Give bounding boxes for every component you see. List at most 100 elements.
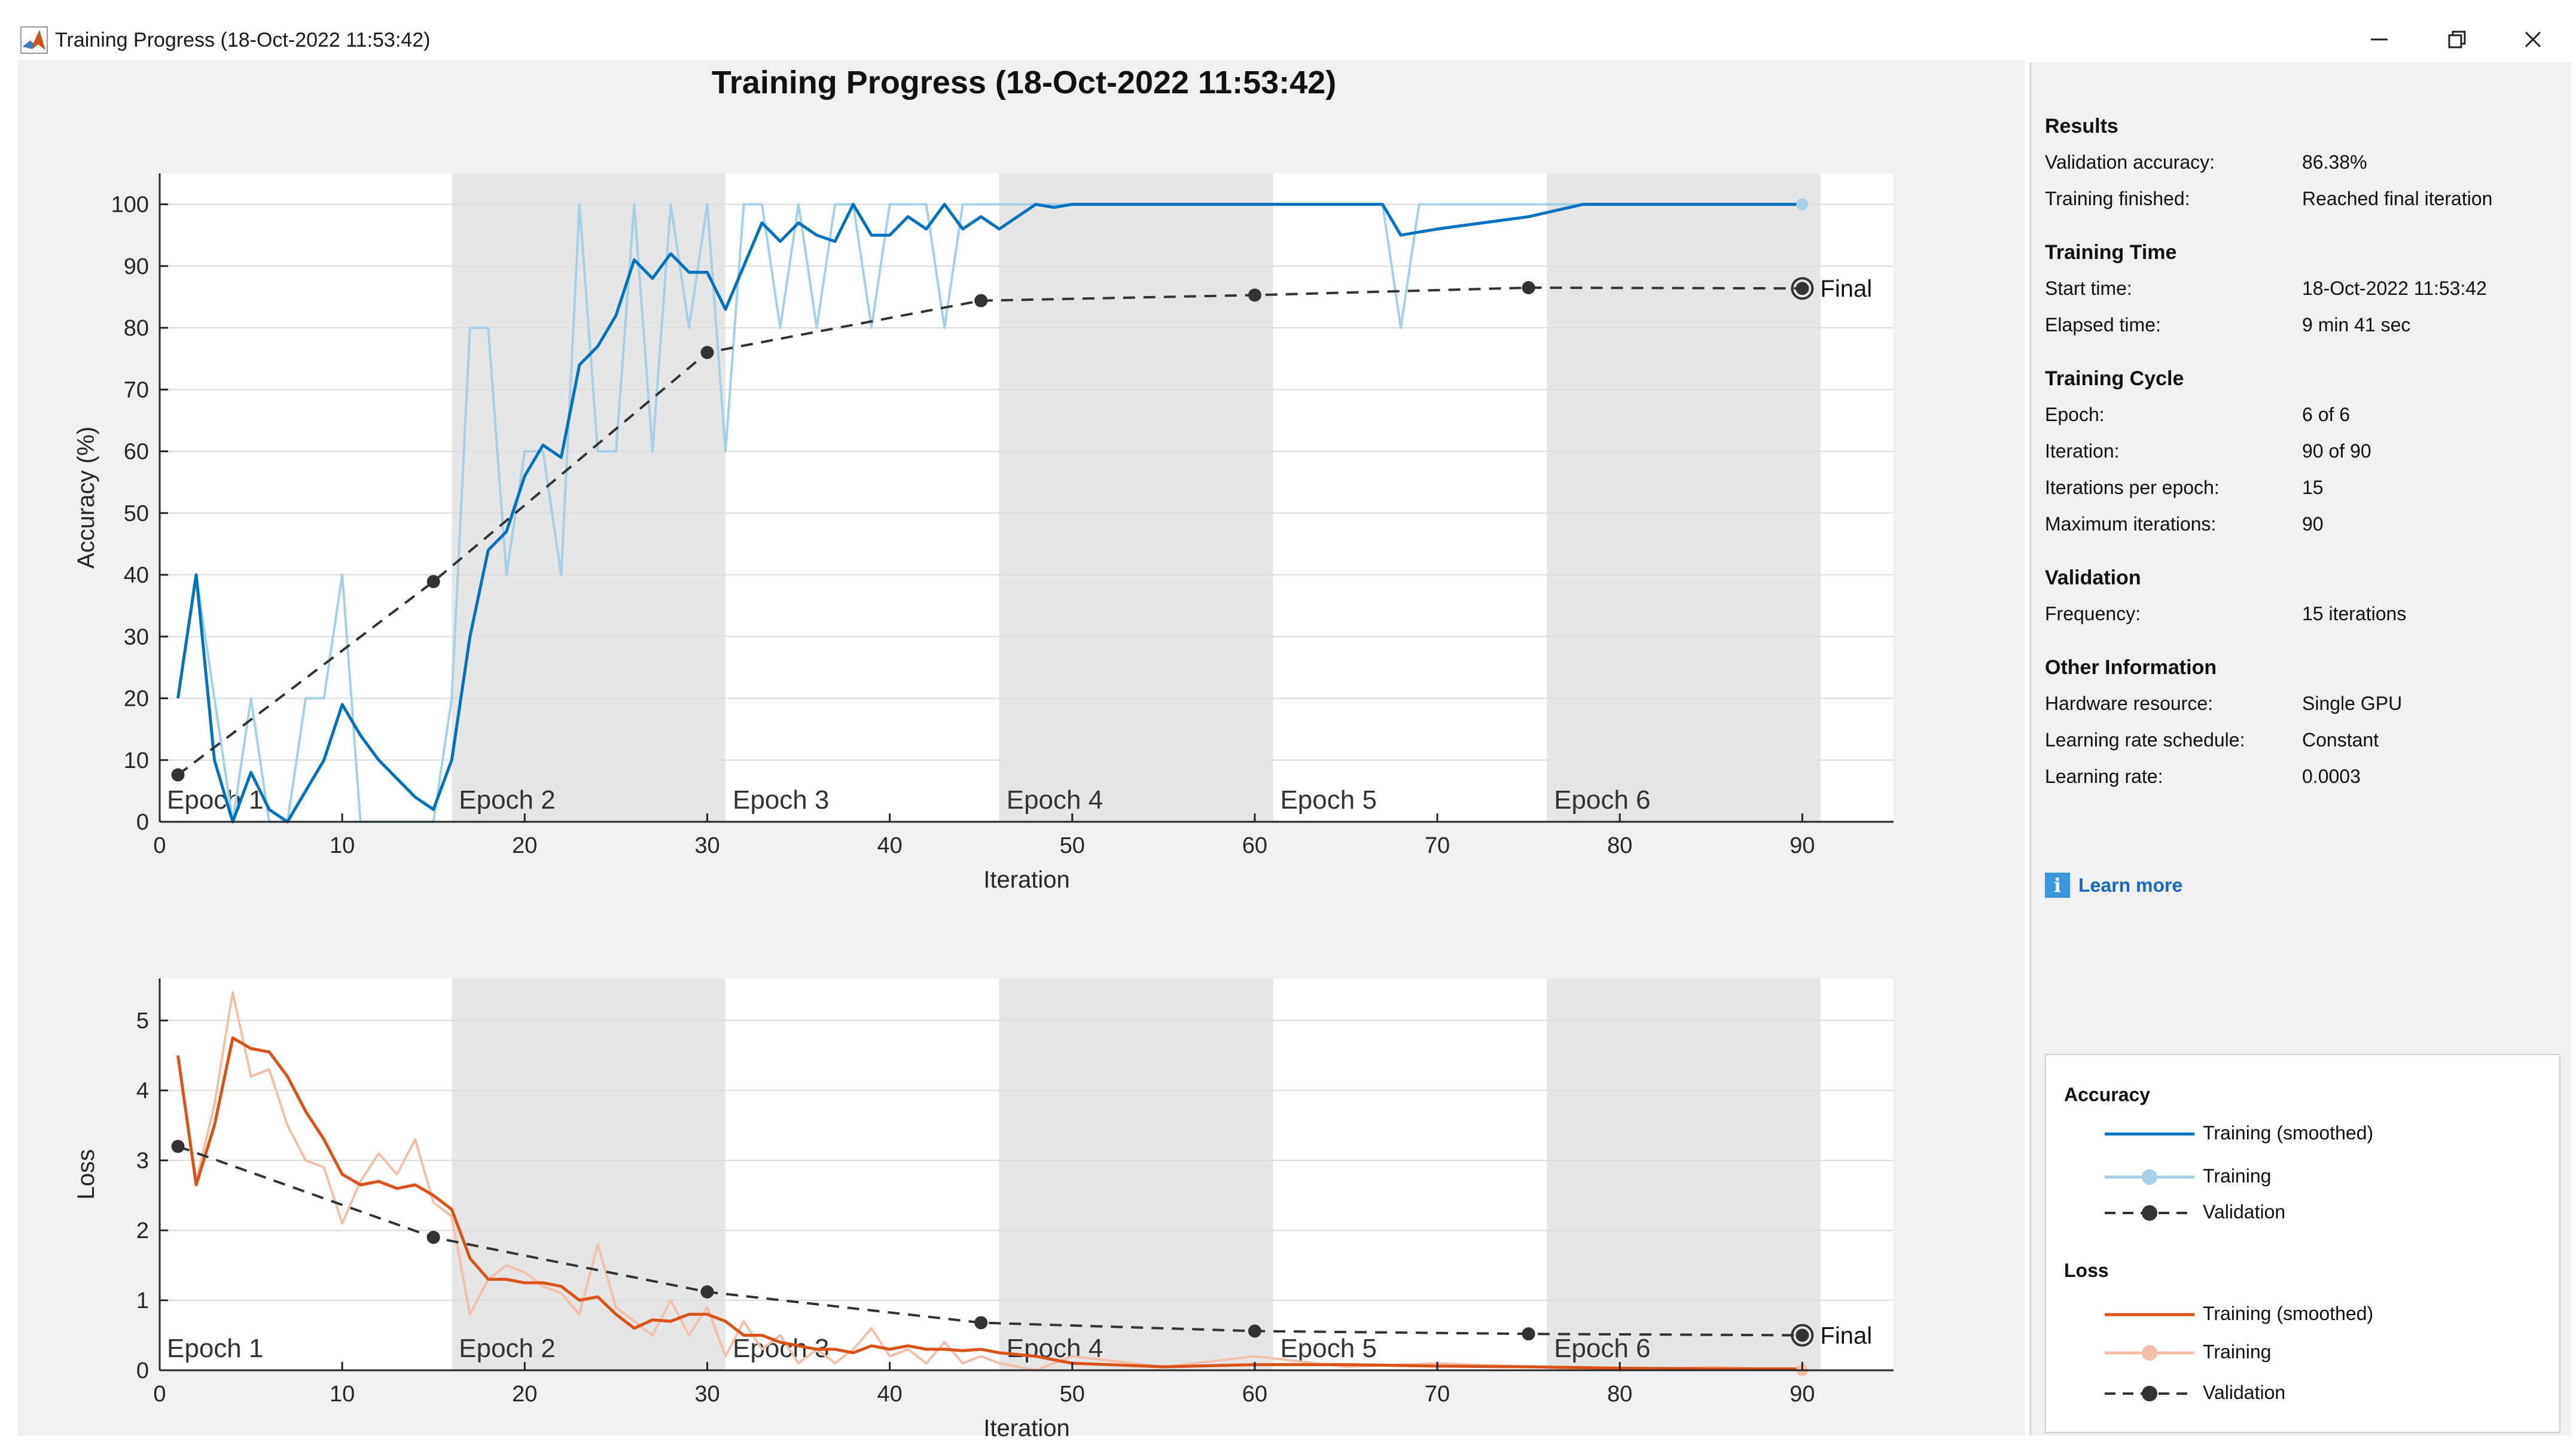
accuracy-y-tick-label-10: 10 (124, 748, 149, 773)
loss-validation-point-2 (426, 1230, 440, 1244)
learn-more-link[interactable]: i Learn more (2045, 870, 2182, 900)
validation-heading: Validation (2045, 566, 2141, 589)
accuracy-training-last-point (1796, 198, 1809, 211)
figure-title: Training Progress (18-Oct-2022 11:53:42) (712, 65, 1336, 100)
legend-accuracy-training-label: Training (2203, 1165, 2272, 1187)
loss-epoch-band-4 (999, 979, 1273, 1370)
window-titlebar: Training Progress (18-Oct-2022 11:53:42) (0, 0, 2576, 60)
loss-x-tick-label-0: 0 (153, 1382, 166, 1407)
accuracy-y-tick-label-90: 90 (124, 254, 149, 279)
accuracy-y-tick-label-20: 20 (124, 687, 149, 712)
accuracy-y-tick-label-70: 70 (124, 377, 149, 403)
accuracy-y-tick-label-100: 100 (111, 193, 149, 218)
accuracy-x-tick-label-40: 40 (877, 833, 902, 858)
accuracy-epoch-band-4 (999, 173, 1273, 822)
loss-x-tick-label-90: 90 (1790, 1382, 1815, 1407)
window-title: Training Progress (18-Oct-2022 11:53:42) (55, 29, 431, 51)
accuracy-y-tick-label-40: 40 (124, 563, 149, 588)
accuracy-y-tick-label-0: 0 (136, 810, 149, 835)
iteration-value: 90 of 90 (2302, 440, 2371, 462)
epoch-value: 6 of 6 (2302, 404, 2351, 425)
loss-x-tick-label-60: 60 (1242, 1382, 1267, 1407)
accuracy-validation-point-1 (171, 768, 185, 782)
info-icon: i (2045, 873, 2070, 898)
loss-y-tick-label-1: 1 (136, 1288, 149, 1313)
close-icon (2525, 31, 2541, 48)
loss-y-tick-label-4: 4 (136, 1078, 149, 1104)
frequency-label: Frequency: (2045, 603, 2141, 624)
epoch-label: Epoch: (2045, 404, 2105, 425)
accuracy-x-tick-label-50: 50 (1060, 833, 1085, 858)
accuracy-validation-point-4 (974, 294, 988, 307)
loss-x-tick-label-40: 40 (877, 1382, 902, 1407)
start-time-label: Start time: (2045, 278, 2132, 299)
learning-rate-schedule-value: Constant (2302, 729, 2379, 751)
accuracy-x-tick-label-90: 90 (1790, 833, 1815, 858)
legend-accuracy-validation-line (2105, 1205, 2194, 1221)
accuracy-x-tick-label-20: 20 (512, 833, 537, 858)
training-plots: Training Progress (18-Oct-2022 11:53:42)… (73, 65, 1894, 1441)
hardware-resource-value: Single GPU (2302, 693, 2403, 714)
accuracy-y-tick-label-60: 60 (124, 440, 149, 465)
loss-validation-point-3 (700, 1285, 714, 1298)
iterations-per-epoch-value: 15 (2302, 477, 2324, 498)
elapsed-time-value: 9 min 41 sec (2302, 314, 2411, 336)
accuracy-y-tick-label-50: 50 (124, 501, 149, 526)
loss-x-tick-label-20: 20 (512, 1382, 537, 1407)
accuracy-validation-point-6 (1522, 281, 1535, 294)
validation-accuracy-label: Validation accuracy: (2045, 151, 2215, 173)
loss-x-tick-label-30: 30 (694, 1382, 720, 1407)
accuracy-chart: Epoch 1 Epoch 2 Epoch 3 Epoch 4 Epoch 5 Epoch… (73, 173, 1894, 893)
loss-epoch-band-6 (1547, 979, 1821, 1370)
accuracy-x-tick-label-80: 80 (1607, 833, 1632, 858)
accuracy-epoch-label-3: Epoch 3 (733, 785, 829, 815)
accuracy-final-label: Final (1820, 276, 1872, 302)
accuracy-epoch-label-2: Epoch 2 (459, 785, 555, 815)
loss-x-tick-label-50: 50 (1060, 1382, 1085, 1407)
accuracy-validation-final-ring (1791, 277, 1814, 300)
learning-rate-schedule-label: Learning rate schedule: (2045, 729, 2245, 751)
accuracy-x-axis-label: Iteration (983, 867, 1070, 893)
loss-x-tick-label-10: 10 (330, 1382, 355, 1407)
learning-rate-value: 0.0003 (2302, 766, 2361, 787)
frequency-value: 15 iterations (2302, 603, 2407, 624)
accuracy-epoch-band-6 (1547, 173, 1821, 822)
maximum-iterations-label: Maximum iterations: (2045, 513, 2217, 535)
accuracy-y-tick-label-30: 30 (124, 624, 149, 650)
loss-y-tick-label-3: 3 (136, 1148, 149, 1173)
restore-button[interactable] (2420, 16, 2492, 63)
iterations-per-epoch-label: Iterations per epoch: (2045, 477, 2220, 498)
loss-x-axis-label: Iteration (983, 1415, 1070, 1441)
loss-validation-point-1 (171, 1139, 185, 1153)
training-cycle-heading: Training Cycle (2045, 367, 2184, 390)
training-finished-value: Reached final iteration (2302, 188, 2493, 209)
loss-x-tick-label-70: 70 (1425, 1382, 1450, 1407)
close-button[interactable] (2497, 16, 2569, 63)
accuracy-validation-point-3 (700, 346, 714, 359)
loss-epoch-label-5: Epoch 5 (1280, 1334, 1376, 1363)
training-time-heading: Training Time (2045, 241, 2177, 264)
loss-y-tick-label-5: 5 (136, 1008, 149, 1034)
accuracy-training-smoothed-line (176, 203, 1803, 824)
accuracy-x-tick-label-60: 60 (1242, 833, 1267, 858)
results-heading: Results (2045, 115, 2118, 138)
loss-y-axis-label: Loss (73, 1149, 99, 1200)
accuracy-validation-point-2 (426, 575, 440, 589)
loss-chart: Epoch 1 Epoch 2 Epoch 3 Epoch 4 Epoch 5 Epoch… (73, 979, 1894, 1441)
minimize-button[interactable] (2343, 16, 2415, 63)
loss-final-label: Final (1820, 1323, 1872, 1349)
accuracy-epoch-label-1: Epoch 1 (167, 785, 263, 815)
loss-epoch-label-1: Epoch 1 (167, 1334, 263, 1363)
maximum-iterations-value: 90 (2302, 513, 2324, 535)
accuracy-x-tick-label-30: 30 (694, 833, 720, 858)
restore-icon (2448, 31, 2466, 48)
accuracy-epoch-label-6: Epoch 6 (1554, 785, 1650, 815)
learning-rate-label: Learning rate: (2045, 766, 2163, 787)
minimize-icon (2371, 38, 2388, 41)
loss-training-smoothed-line (176, 1036, 1803, 1371)
loss-x-tick-label-80: 80 (1607, 1382, 1632, 1407)
accuracy-validation-point-7 (1795, 282, 1809, 295)
start-time-value: 18-Oct-2022 11:53:42 (2302, 278, 2487, 299)
accuracy-y-tick-label-80: 80 (124, 316, 149, 341)
iteration-label: Iteration: (2045, 440, 2120, 462)
